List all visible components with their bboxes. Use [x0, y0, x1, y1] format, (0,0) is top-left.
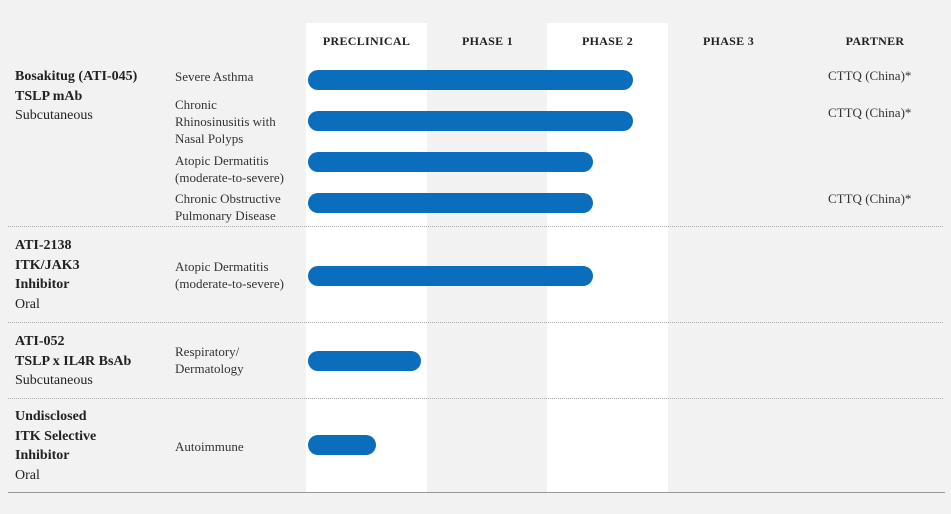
pipeline-bar: [308, 435, 377, 455]
program-name-line: Undisclosed: [15, 409, 87, 424]
program-name-line: TSLP mAb: [15, 88, 83, 104]
program-bosakitug: Bosakitug (ATI-045) TSLP mAb Subcutaneou…: [15, 67, 170, 126]
partner-label: CTTQ (China)*: [828, 68, 912, 83]
program-ati-2138: ATI-2138 ITK/JAK3 Inhibitor Oral: [15, 236, 170, 314]
pipeline-bar: [308, 193, 593, 213]
bottom-rule: [8, 492, 945, 493]
program-ati-052: ATI-052 TSLP x IL4R BsAb Subcutaneous: [15, 332, 170, 391]
pipeline-bar: [308, 111, 633, 131]
header-phase3: PHASE 3: [702, 34, 755, 48]
header-partner: PARTNER: [845, 34, 905, 48]
indication-label: Atopic Dermatitis (moderate-to-severe): [175, 259, 284, 291]
indication-label: Severe Asthma: [175, 69, 254, 84]
indication-label: Chronic Rhinosinusitis with Nasal Polyps: [175, 97, 276, 146]
indication-label: Atopic Dermatitis (moderate-to-severe): [175, 153, 284, 185]
program-route: Oral: [15, 467, 40, 483]
program-name-line: Inhibitor: [15, 277, 70, 292]
program-name-line: TSLP x IL4R BsAb: [15, 353, 132, 369]
pipeline-bar: [308, 266, 593, 286]
row-divider: [8, 226, 943, 227]
partner-label: CTTQ (China)*: [828, 105, 912, 120]
phase2-column-bg: [547, 23, 668, 493]
header-phase1: PHASE 1: [461, 34, 514, 48]
program-route: Oral: [15, 296, 40, 312]
header-phase2: PHASE 2: [581, 34, 634, 48]
program-name-line: Inhibitor: [15, 448, 70, 463]
program-route: Subcutaneous: [15, 108, 93, 123]
program-name-line: Bosakitug (ATI-045): [15, 69, 138, 84]
program-undisclosed: Undisclosed ITK Selective Inhibitor Oral: [15, 407, 170, 485]
pipeline-bar: [308, 70, 633, 90]
program-name-line: ATI-2138: [15, 238, 72, 253]
row-divider: [8, 398, 943, 399]
program-name-line: ATI-052: [15, 334, 65, 349]
program-name-line: ITK Selective: [15, 428, 97, 444]
indication-label: Respiratory/ Dermatology: [175, 344, 244, 376]
pipeline-bar: [308, 351, 421, 371]
program-name-line: ITK/JAK3: [15, 257, 80, 273]
partner-label: CTTQ (China)*: [828, 191, 912, 206]
indication-label: Chronic Obstructive Pulmonary Disease: [175, 191, 281, 223]
indication-label: Autoimmune: [175, 439, 244, 454]
program-route: Subcutaneous: [15, 373, 93, 388]
row-divider: [8, 322, 943, 323]
preclinical-column-bg: [306, 23, 427, 493]
header-preclinical: PRECLINICAL: [322, 34, 411, 48]
pipeline-bar: [308, 152, 593, 172]
